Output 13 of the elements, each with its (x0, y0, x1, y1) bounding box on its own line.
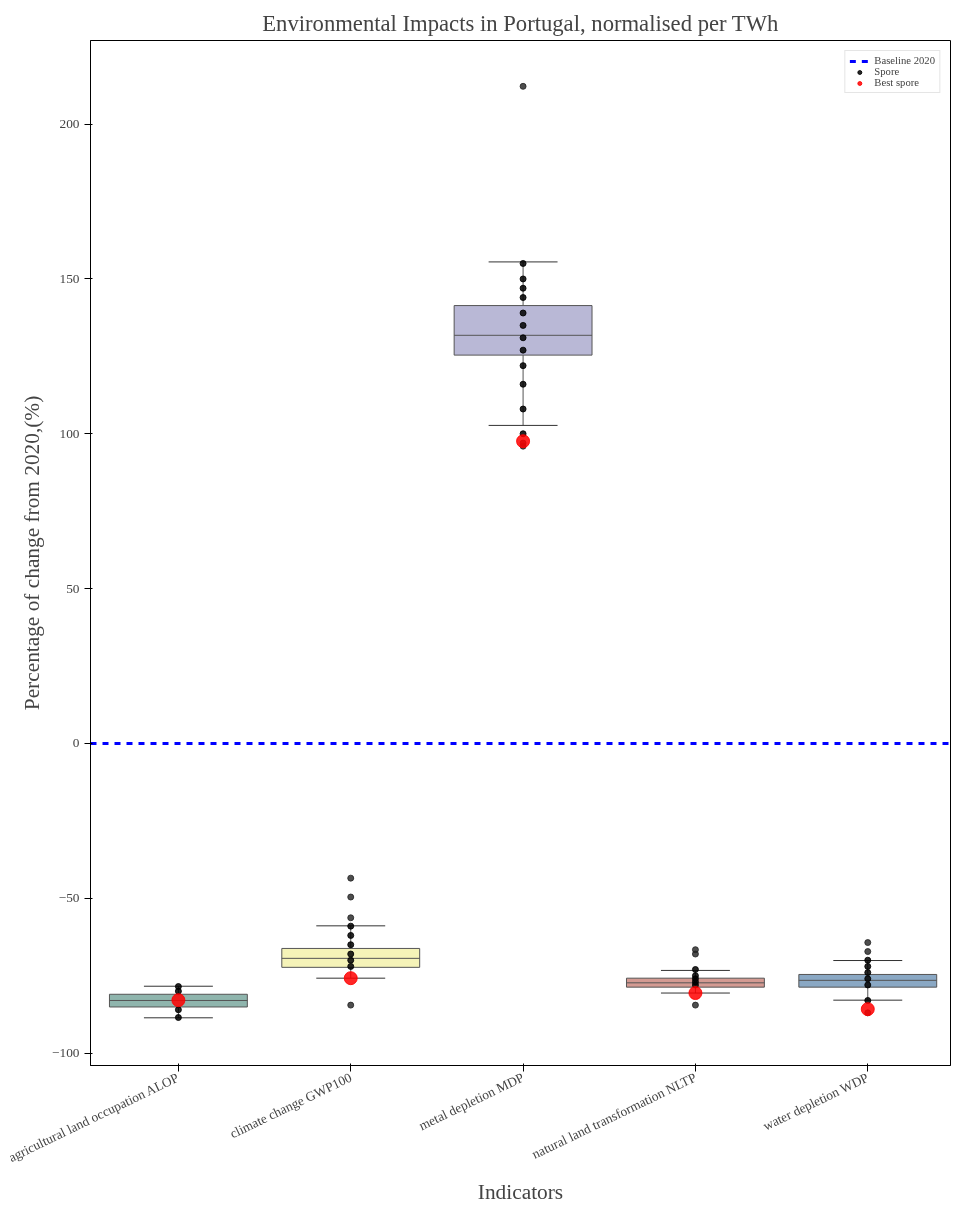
legend-label: Baseline 2020 (874, 55, 935, 66)
y-tick-label: 0 (72, 735, 80, 751)
chart-title: Environmental Impacts in Portugal, normalised per TWh (262, 10, 780, 36)
legend-label: Best spore (874, 77, 920, 88)
y-tick-label: 100 (59, 425, 80, 441)
y-tick-label: 150 (59, 270, 80, 286)
y-axis-title: Percentage of change from 2020,(%) (19, 395, 44, 711)
y-tick-label: 200 (59, 116, 80, 132)
y-tick-label: 50 (66, 580, 80, 596)
y-tick-label: −50 (58, 890, 80, 906)
legend-label: Spore (874, 66, 900, 77)
x-axis-title: Indicators (477, 1179, 564, 1204)
y-tick-label: −100 (51, 1045, 80, 1061)
